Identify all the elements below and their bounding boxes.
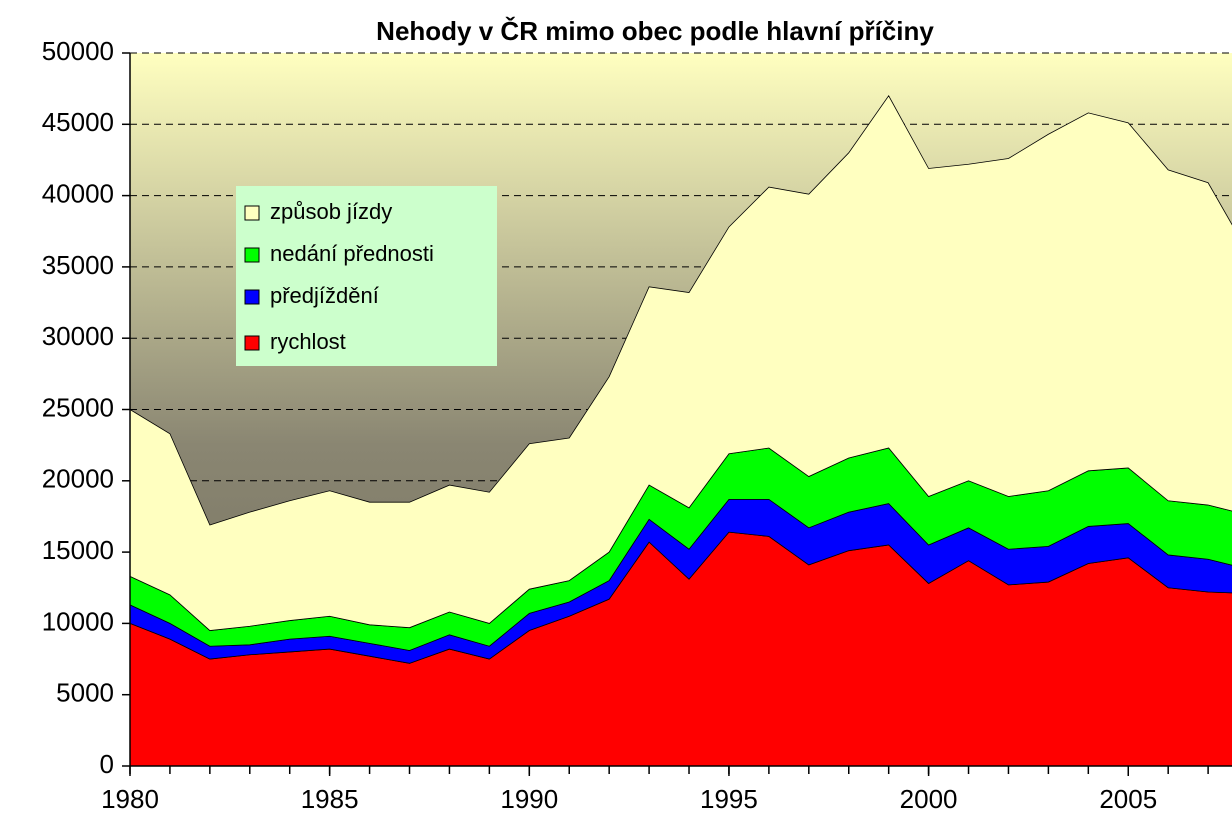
chart-title: Nehody v ČR mimo obec podle hlavní příči… bbox=[376, 16, 934, 46]
y-tick-label: 15000 bbox=[42, 535, 114, 565]
y-tick-label: 20000 bbox=[42, 464, 114, 494]
x-tick-label: 1980 bbox=[101, 784, 159, 814]
legend-box bbox=[236, 186, 497, 366]
y-tick-label: 25000 bbox=[42, 392, 114, 422]
x-tick-label: 1995 bbox=[700, 784, 758, 814]
legend: způsob jízdy nedání přednosti předjíždění r… bbox=[236, 186, 497, 366]
legend-swatch bbox=[244, 289, 260, 305]
legend-swatch bbox=[244, 247, 260, 263]
legend-label: způsob jízdy bbox=[270, 199, 392, 224]
y-tick-label: 0 bbox=[100, 749, 114, 779]
area bbox=[129, 95, 1232, 631]
y-tick-label: 45000 bbox=[42, 107, 114, 137]
y-tick-label: 40000 bbox=[42, 178, 114, 208]
legend-swatch bbox=[244, 205, 260, 221]
areas bbox=[129, 95, 1232, 767]
y-tick-label: 35000 bbox=[42, 250, 114, 280]
y-tick-label: 30000 bbox=[42, 321, 114, 351]
x-tick-label: 2000 bbox=[900, 784, 958, 814]
y-tick-label: 10000 bbox=[42, 606, 114, 636]
y-tick-label: 5000 bbox=[56, 678, 114, 708]
legend-label: předjíždění bbox=[270, 283, 379, 308]
x-tick-label: 1990 bbox=[500, 784, 558, 814]
axes: 0 5000 10000 15000 20000 25000 30000 35000 40000… bbox=[42, 36, 1232, 814]
legend-swatch bbox=[244, 335, 260, 351]
y-tick-label: 50000 bbox=[42, 36, 114, 66]
x-tick-label: 1985 bbox=[301, 784, 359, 814]
legend-label: nedání přednosti bbox=[270, 241, 434, 266]
legend-label: rychlost bbox=[270, 329, 346, 354]
x-tick-label: 2005 bbox=[1099, 784, 1157, 814]
